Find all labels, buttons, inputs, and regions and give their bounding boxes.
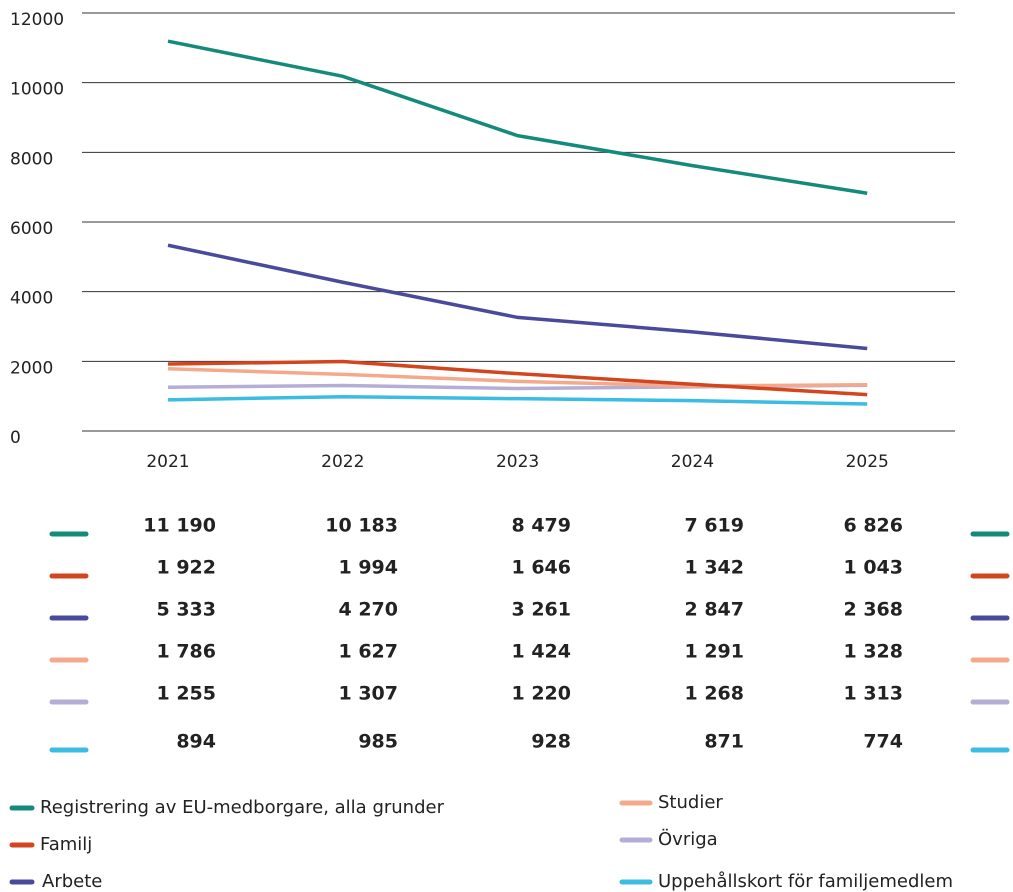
- legend-label: Uppehållskort för familjemedlem: [658, 871, 953, 892]
- y-tick-label: 0: [10, 428, 21, 448]
- table-value: 1 627: [339, 641, 399, 663]
- x-tick-label: 2022: [321, 452, 364, 472]
- table-value: 1 043: [844, 557, 904, 579]
- table-value: 985: [358, 731, 398, 753]
- table-value: 894: [176, 731, 216, 753]
- legend-label: Arbete: [42, 871, 102, 892]
- y-tick-label: 4000: [10, 289, 53, 309]
- y-tick-label: 10000: [10, 80, 64, 100]
- y-tick-label: 6000: [10, 219, 53, 239]
- legend-label: Övriga: [658, 828, 718, 850]
- table-value: 7 619: [685, 515, 745, 537]
- table-value: 1 291: [685, 641, 745, 663]
- table-value: 8 479: [512, 515, 572, 537]
- table-value: 1 255: [157, 683, 217, 705]
- x-tick-label: 2025: [846, 452, 889, 472]
- table-value: 928: [531, 731, 571, 753]
- table-value: 2 847: [685, 599, 745, 621]
- table-value: 4 270: [339, 599, 399, 621]
- legend-label: Familj: [40, 834, 92, 855]
- table-value: 871: [704, 731, 744, 753]
- table-value: 1 313: [844, 683, 904, 705]
- series-line: [167, 39, 868, 195]
- table-value: 1 646: [512, 557, 572, 579]
- x-tick-label: 2021: [146, 452, 189, 472]
- series-line: [167, 359, 868, 397]
- series-line: [167, 243, 868, 351]
- series-line: [167, 394, 868, 406]
- legend-label: Registrering av EU-medborgare, alla grun…: [40, 797, 445, 818]
- table-value: 1 786: [157, 641, 217, 663]
- table-value: 1 328: [844, 641, 904, 663]
- table-value: 1 342: [685, 557, 745, 579]
- x-tick-label: 2024: [671, 452, 714, 472]
- table-value: 10 183: [325, 515, 398, 537]
- series-line: [167, 367, 868, 388]
- table-value: 1 994: [339, 557, 399, 579]
- table-value: 3 261: [512, 599, 572, 621]
- table-value: 2 368: [844, 599, 904, 621]
- y-tick-label: 12000: [10, 10, 64, 30]
- table-value: 1 220: [512, 683, 572, 705]
- table-value: 1 307: [339, 683, 399, 705]
- table-value: 1 268: [685, 683, 745, 705]
- legend-label: Studier: [658, 792, 723, 813]
- table-value: 6 826: [844, 515, 904, 537]
- table-value: 1 922: [157, 557, 217, 579]
- x-tick-label: 2023: [496, 452, 539, 472]
- table-value: 1 424: [512, 641, 572, 663]
- y-tick-label: 2000: [10, 358, 53, 378]
- table-value: 5 333: [157, 599, 217, 621]
- table-value: 774: [863, 731, 903, 753]
- table-value: 11 190: [143, 515, 216, 537]
- y-tick-label: 8000: [10, 149, 53, 169]
